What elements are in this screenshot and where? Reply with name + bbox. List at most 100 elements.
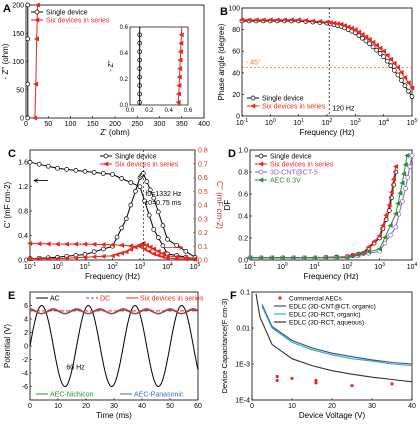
data-point [64,167,70,172]
data-point [281,17,287,23]
data-point [82,241,88,247]
data-point [386,202,392,208]
legend-label: Six devices in series [46,18,110,25]
series-line [261,304,413,365]
y2-tick-label: 0.1 [198,244,208,251]
series-line [242,19,413,89]
data-point [397,190,403,196]
y-tick-label: 1E-3 [235,362,250,369]
x-tick-label: 250 [131,121,143,128]
legend-label: 3D-CNT@CT-5 [270,170,318,177]
legend-marker [258,161,264,167]
data-point [165,237,170,242]
series-line [29,161,196,260]
data-point [333,255,339,261]
legend-label: Six devices in series [270,162,334,169]
data-point [267,17,273,23]
x-tick-label: 101 [310,262,321,271]
panel-label: E [8,290,15,302]
data-point [359,31,365,37]
y-tick-label: 0.6 [238,192,248,199]
x-tick-label: 350 [176,121,188,128]
data-point [247,255,253,261]
data-point [366,36,372,42]
inset-y-tick-label: 0.6 [120,25,129,31]
data-point [144,179,150,184]
data-point [260,17,266,23]
x-tick-label: 103 [350,118,361,127]
data-point [404,153,410,158]
panel-c: C 10-1 100 101 102 103 104 105 Frequency (Hz) 0.0… [3,148,224,282]
x-tick-label: 0 [28,403,32,410]
x-tick-label: 60 [194,403,202,410]
series-line [261,306,413,367]
x-axis-label: Frequency (Hz) [85,272,140,281]
data-point [373,42,379,48]
y-tick-label: 80 [232,27,240,34]
y-tick-label: 0.4 [238,214,248,221]
panel-label: A [3,3,11,15]
data-point [25,81,31,87]
commercial-aec-point [275,378,279,383]
data-point [63,241,69,247]
data-point [160,223,166,228]
data-point [246,17,252,23]
data-point [155,252,161,258]
y2-tick-label: 0.6 [198,175,208,182]
y-tick-label: -6 [22,384,28,391]
y-axis-label: C' (mF cm-2) [3,181,12,228]
data-point [391,60,397,66]
legend-label: Single device [115,154,157,161]
commercial-aec-point [350,384,354,388]
data-point [392,211,399,217]
data-point [114,252,120,257]
data-point [100,242,106,247]
data-point [119,225,125,231]
data-point [91,241,97,247]
data-point [160,254,166,260]
inset-y-tick-label: 0.0 [120,103,129,109]
y-tick-label: 0.0 [18,258,28,265]
data-point [82,254,88,260]
data-point [345,24,351,30]
data-point [36,161,42,167]
data-point [379,223,386,229]
legend-label: Single device [46,10,88,17]
data-point [387,223,393,229]
data-point [32,115,38,121]
x-tick-label: 104 [407,262,418,271]
commercial-aec-point [390,382,394,386]
legend-label: Six devices in series [115,162,179,169]
data-point [290,255,296,261]
commercial-aec-point [314,378,318,383]
y-tick-label: 0.01 [236,326,250,333]
data-point [370,44,376,50]
y-tick-label: 150 [12,31,24,38]
data-point [151,195,157,201]
data-point [27,159,33,165]
annotation-f0: f0=1332 Hz [145,191,181,198]
x-tick-label: 40 [408,403,416,410]
data-point [355,252,361,258]
data-point [119,176,125,181]
x-tick-label: 102 [107,262,118,271]
data-point [380,48,386,54]
data-point [365,244,372,250]
y-tick-label: 4 [24,317,28,324]
plot-frame [249,149,413,261]
series-line [242,20,413,97]
data-point [348,25,355,31]
data-point [405,80,411,86]
y-axis-label: - Z'' (ohm) [1,43,10,79]
y-tick-label: 200 [12,3,24,10]
x-tick-label: 105 [190,262,201,271]
data-point [311,255,318,261]
data-point [109,253,115,259]
inset-y-tick-label: 0.4 [120,51,129,57]
legend-label: Six devices in series [140,296,204,303]
panel-label: B [220,6,228,18]
data-point [381,54,387,59]
data-point [147,187,153,193]
annotation-45: - 45° [246,58,261,66]
data-point [409,94,415,99]
